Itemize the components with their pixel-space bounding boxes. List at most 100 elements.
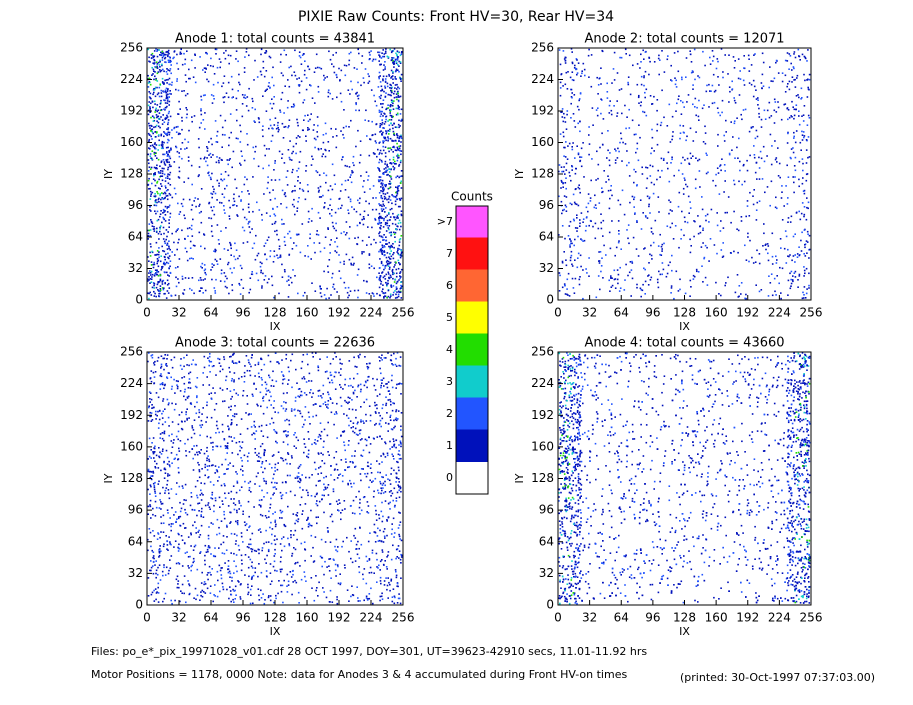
count-pixel	[698, 119, 700, 121]
count-pixel	[396, 112, 399, 115]
count-pixel	[198, 231, 201, 234]
count-pixel	[361, 252, 363, 255]
count-pixel	[380, 190, 382, 192]
count-pixel	[571, 265, 574, 267]
count-pixel	[371, 120, 373, 123]
count-pixel	[399, 78, 402, 80]
count-pixel	[383, 53, 386, 55]
count-pixel	[163, 91, 165, 93]
count-pixel	[704, 132, 707, 134]
count-pixel	[356, 224, 359, 227]
count-pixel	[378, 71, 381, 74]
count-pixel	[349, 176, 351, 178]
count-pixel	[753, 54, 755, 56]
count-pixel	[387, 139, 389, 142]
count-pixel	[639, 199, 642, 201]
count-pixel	[771, 232, 774, 235]
count-pixel	[588, 134, 590, 136]
count-pixel	[243, 521, 246, 523]
count-pixel	[269, 391, 271, 393]
count-pixel	[211, 172, 213, 175]
count-pixel	[379, 63, 381, 66]
count-pixel	[157, 218, 160, 221]
count-pixel	[636, 142, 639, 145]
count-pixel	[783, 247, 786, 250]
count-pixel	[773, 109, 776, 112]
count-pixel	[793, 79, 795, 81]
count-pixel	[322, 194, 324, 197]
count-pixel	[165, 61, 167, 64]
count-pixel	[159, 59, 161, 62]
count-pixel	[768, 275, 770, 277]
count-pixel	[290, 576, 293, 578]
count-pixel	[166, 271, 168, 274]
count-pixel	[253, 157, 255, 160]
count-pixel	[576, 59, 578, 61]
count-pixel	[283, 126, 285, 128]
count-pixel	[397, 100, 400, 103]
count-pixel	[364, 473, 366, 475]
count-pixel	[366, 386, 368, 389]
count-pixel	[219, 280, 222, 282]
count-pixel	[648, 57, 651, 59]
count-pixel	[760, 126, 763, 128]
count-pixel	[703, 257, 705, 260]
count-pixel	[157, 592, 160, 594]
count-pixel	[803, 253, 805, 255]
count-pixel	[675, 79, 677, 82]
count-pixel	[176, 385, 179, 388]
count-pixel	[322, 134, 325, 136]
count-pixel	[208, 201, 211, 204]
count-pixel	[350, 119, 352, 122]
count-pixel	[748, 82, 751, 84]
count-pixel	[204, 112, 206, 114]
count-pixel	[399, 125, 401, 127]
pixel-texture	[558, 48, 811, 300]
count-pixel	[270, 179, 273, 181]
count-pixel	[175, 146, 178, 149]
count-pixel	[273, 213, 276, 215]
count-pixel	[345, 125, 347, 128]
count-pixel	[395, 275, 398, 278]
count-pixel	[378, 169, 380, 171]
count-pixel	[633, 181, 635, 184]
count-pixel	[738, 94, 741, 96]
count-pixel	[340, 207, 342, 209]
count-pixel	[582, 218, 585, 220]
count-pixel	[386, 222, 389, 224]
count-pixel	[558, 234, 560, 236]
count-pixel	[758, 200, 761, 202]
count-pixel	[387, 265, 390, 267]
count-pixel	[213, 98, 215, 100]
count-pixel	[323, 294, 326, 296]
count-pixel	[378, 96, 381, 98]
count-pixel	[801, 134, 804, 136]
count-pixel	[340, 512, 342, 514]
count-pixel	[305, 77, 308, 79]
count-pixel	[297, 480, 299, 483]
count-pixel	[239, 293, 242, 295]
count-pixel	[594, 237, 597, 240]
count-pixel	[639, 287, 642, 290]
count-pixel	[153, 78, 155, 81]
count-pixel	[398, 163, 401, 166]
count-pixel	[154, 75, 156, 78]
count-pixel	[186, 513, 189, 516]
count-pixel	[166, 90, 169, 93]
count-pixel	[761, 73, 764, 76]
count-pixel	[148, 229, 150, 232]
count-pixel	[170, 294, 172, 297]
count-pixel	[282, 74, 284, 77]
count-pixel	[319, 185, 322, 188]
count-pixel	[570, 242, 572, 245]
count-pixel	[608, 112, 611, 114]
count-pixel	[224, 497, 227, 499]
count-pixel	[177, 113, 179, 115]
count-pixel	[716, 107, 719, 109]
count-pixel	[252, 100, 254, 103]
count-pixel	[160, 133, 163, 136]
count-pixel	[628, 108, 630, 111]
count-pixel	[280, 72, 283, 74]
count-pixel	[349, 200, 352, 203]
count-pixel	[327, 377, 329, 380]
